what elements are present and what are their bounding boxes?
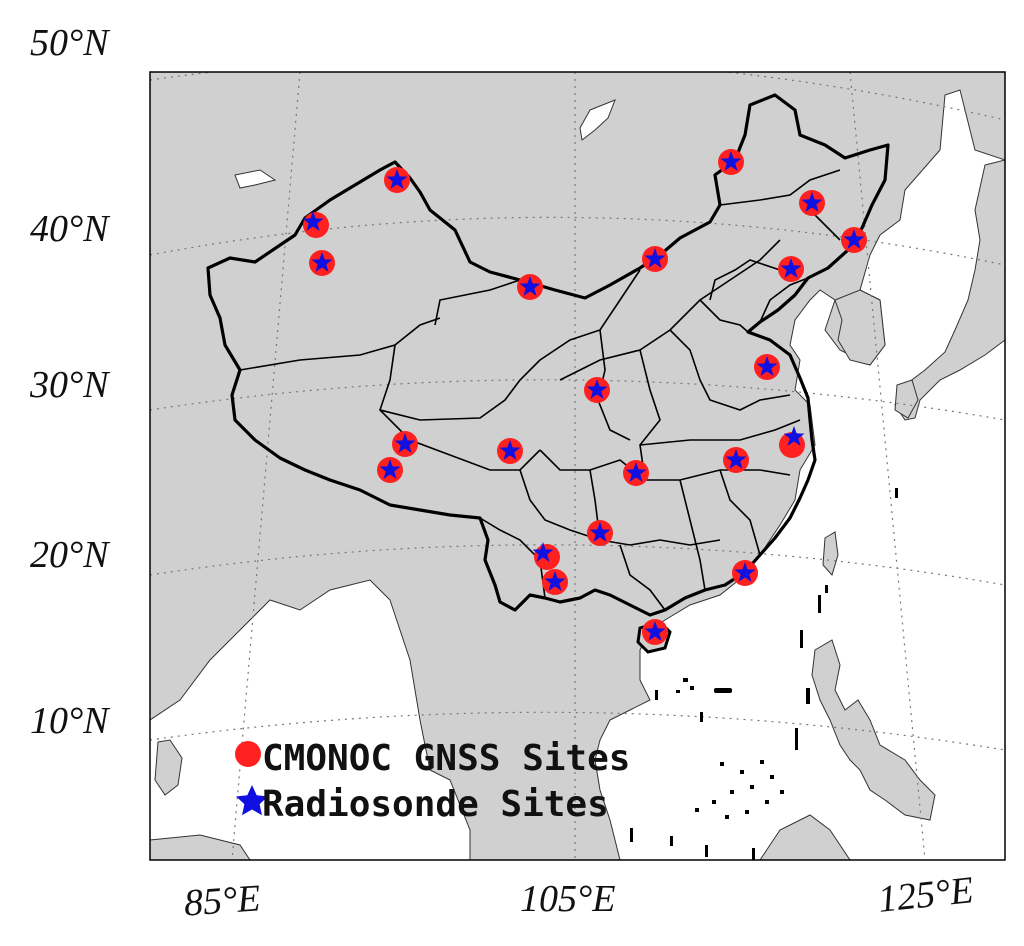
- gnss-site-marker: [779, 432, 805, 458]
- land-taiwan: [822, 531, 839, 576]
- site-markers: [302, 149, 867, 645]
- legend-gnss-marker: [235, 741, 261, 767]
- radiosonde-site-marker: [725, 449, 747, 469]
- lat-label-20n: 20°N: [30, 534, 109, 576]
- radiosonde-site-marker: [499, 440, 521, 460]
- land-borneo: [759, 814, 851, 860]
- lat-label-10n: 10°N: [30, 700, 109, 742]
- legend-radiosonde-label: Radiosonde Sites: [262, 784, 609, 825]
- radiosonde-site-marker: [532, 542, 554, 562]
- radiosonde-site-marker: [644, 248, 666, 268]
- radiosonde-site-marker: [734, 562, 756, 582]
- radiosonde-site-marker: [843, 229, 865, 249]
- lake-balkhash: [234, 169, 277, 189]
- radiosonde-site-marker: [386, 169, 408, 189]
- radiosonde-site-marker: [379, 459, 401, 479]
- radiosonde-site-marker: [589, 522, 611, 542]
- legend: CMONOC GNSS Sites Radiosonde Sites: [235, 738, 630, 825]
- land-srilanka: [154, 739, 183, 796]
- radiosonde-site-marker: [720, 151, 742, 171]
- land-philippines: [811, 639, 936, 821]
- legend-radiosonde-marker: [236, 785, 268, 816]
- lake-baikal: [579, 99, 616, 141]
- radiosonde-site-marker: [311, 252, 333, 272]
- lon-label-85e: 85°E: [182, 877, 262, 925]
- land-islands-sw: [150, 834, 251, 860]
- radiosonde-site-marker: [780, 258, 802, 278]
- lon-label-125e: 125°E: [876, 869, 976, 921]
- radiosonde-site-marker: [586, 379, 608, 399]
- land-korea: [834, 289, 886, 366]
- land-kyushu: [894, 379, 919, 419]
- legend-gnss-label: CMONOC GNSS Sites: [262, 738, 630, 779]
- island-dots: [630, 488, 898, 860]
- radiosonde-site-marker: [783, 426, 805, 446]
- radiosonde-site-marker: [644, 621, 666, 641]
- graticule: [150, 72, 1005, 860]
- lat-label-40n: 40°N: [30, 208, 109, 250]
- lon-label-105e: 105°E: [520, 878, 616, 920]
- lat-label-30n: 30°N: [30, 364, 109, 406]
- lat-label-50n: 50°N: [30, 22, 109, 64]
- map-frame: [149, 71, 1006, 861]
- radiosonde-site-marker: [625, 462, 647, 482]
- radiosonde-site-marker: [302, 211, 324, 231]
- radiosonde-site-marker: [519, 276, 541, 296]
- radiosonde-site-marker: [544, 571, 566, 591]
- radiosonde-site-marker: [801, 192, 823, 212]
- radiosonde-site-marker: [394, 433, 416, 453]
- radiosonde-site-marker: [756, 356, 778, 376]
